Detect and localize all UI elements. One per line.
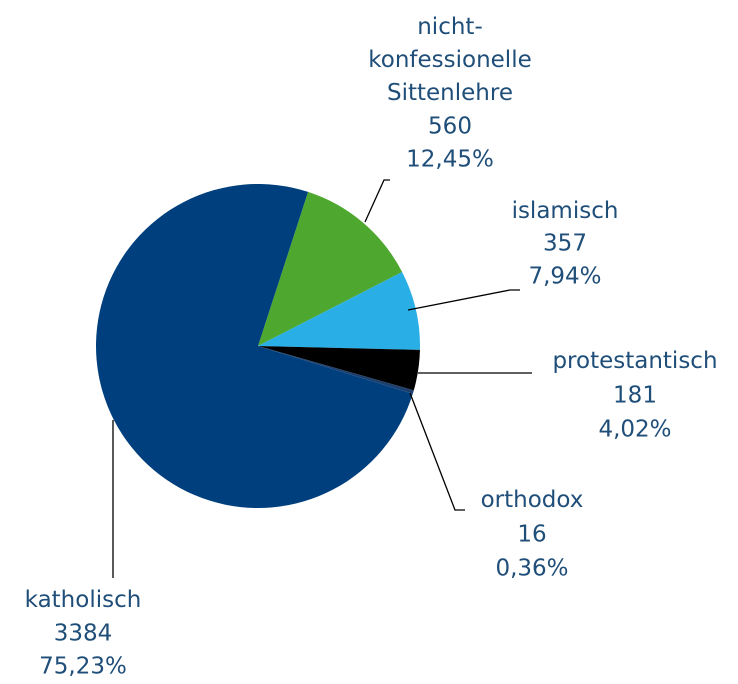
slice-label-line: Sittenlehre xyxy=(387,80,513,106)
slice xyxy=(258,272,420,350)
value-label: 181 xyxy=(613,383,657,409)
labels: nicht-konfessionelle Sittenlehre 560 12,45%… xyxy=(25,14,718,680)
leader-line xyxy=(364,179,390,223)
slice-label: nicht-konfessionelle Sittenlehre xyxy=(368,14,531,106)
value-label: 3384 xyxy=(54,621,113,647)
leader-line xyxy=(407,289,520,311)
slice xyxy=(258,191,403,346)
slice-label-line: protestantisch xyxy=(552,348,717,374)
value-label: 560 xyxy=(428,114,472,140)
slice-label-line: islamisch xyxy=(512,198,619,224)
slices xyxy=(96,184,420,508)
slice-label-line: nicht- xyxy=(417,14,483,40)
percent-label: 12,45% xyxy=(406,147,494,173)
slice-label: katholisch xyxy=(25,587,142,613)
slice xyxy=(96,184,413,508)
value-label: 357 xyxy=(543,231,587,257)
value-label: 16 xyxy=(517,522,546,548)
percent-label: 7,94% xyxy=(528,264,601,290)
slice-label-line: orthodox xyxy=(481,487,584,513)
slice-label-line: konfessionelle xyxy=(368,47,531,73)
slice-label: protestantisch xyxy=(552,348,717,374)
slice xyxy=(258,346,414,394)
percent-label: 0,36% xyxy=(495,556,568,582)
slice-label: orthodox xyxy=(481,487,584,513)
slice xyxy=(258,346,420,391)
percent-label: 75,23% xyxy=(39,654,127,680)
leader-line xyxy=(409,392,465,511)
percent-label: 4,02% xyxy=(598,417,671,443)
slice-label: islamisch xyxy=(512,198,619,224)
slice-label-line: katholisch xyxy=(25,587,142,613)
